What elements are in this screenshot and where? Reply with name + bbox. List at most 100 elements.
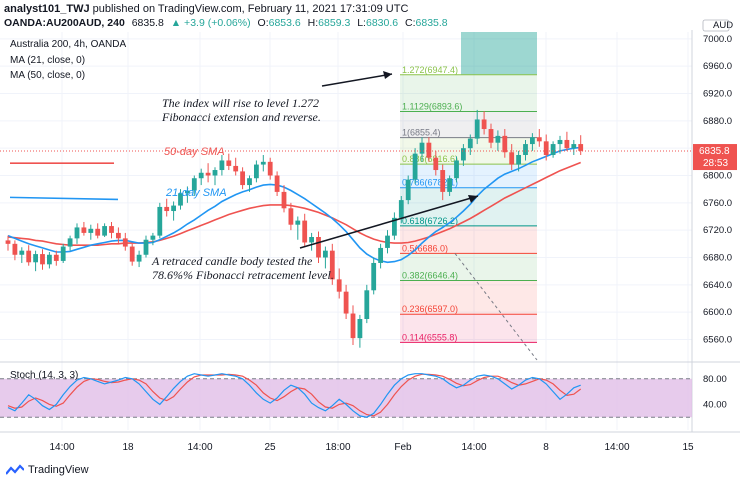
high-value: 6859.3 <box>318 17 351 29</box>
time-tick-label: Feb <box>394 442 412 453</box>
candle-body <box>564 139 570 149</box>
fib-level-label: 1(6855.4) <box>402 128 441 138</box>
fib-zone-band <box>400 164 537 188</box>
candle-body <box>122 238 128 247</box>
candle-body <box>392 217 397 236</box>
candle-body <box>309 237 314 243</box>
price-tick-label: 6960.0 <box>703 61 732 72</box>
candle-body <box>385 235 390 248</box>
candle-body <box>343 291 349 314</box>
candle-body <box>357 319 363 339</box>
ma50-line <box>7 161 582 246</box>
time-tick-label: 18 <box>122 442 134 453</box>
low-value: 6830.6 <box>365 17 399 29</box>
bottom-annotation-line1: A retraced candle body tested the <box>151 254 313 268</box>
candle-body <box>543 141 549 155</box>
candlestick-series <box>5 109 584 348</box>
candle-body <box>350 313 356 339</box>
top-annotation-line1: The index will rise to level 1.272 <box>162 96 319 110</box>
fib-level-label: 0.886(6816.6) <box>402 154 458 164</box>
stoch-k-line <box>7 373 581 418</box>
fib-zone-band <box>400 314 537 343</box>
author-name[interactable]: analyst101_TWJ <box>4 3 90 15</box>
current-price-badge <box>693 144 737 171</box>
candle-body <box>481 119 487 130</box>
time-tick-label: 14:00 <box>49 442 74 453</box>
fib-level-label: 0.236(6597.0) <box>402 304 458 314</box>
candle-body <box>502 135 508 153</box>
candle-body <box>240 171 245 186</box>
fib-level-label: 0.786(6782.1) <box>402 178 458 188</box>
fib-zone-band <box>400 111 537 138</box>
price-tick-label: 6600.0 <box>703 307 732 318</box>
stoch-lines <box>7 373 582 418</box>
candle-body <box>60 246 66 261</box>
stoch-title: Stoch (14, 3, 3) <box>10 370 78 381</box>
candle-body <box>488 129 494 143</box>
fib-level-label: 1.1129(6893.6) <box>402 102 462 112</box>
candle-body <box>116 232 121 239</box>
price-tick-label: 6640.0 <box>703 280 732 291</box>
candle-body <box>440 170 446 192</box>
candle-body <box>523 144 528 155</box>
fib-level-label: 1.272(6947.4) <box>402 65 458 75</box>
tradingview-icon <box>6 464 24 475</box>
candle-body <box>67 238 73 247</box>
fib-level-label: 0.618(6726.2) <box>402 216 458 226</box>
fib-trend-line <box>454 253 538 361</box>
candle-body <box>509 152 515 165</box>
ma21-legend-segment <box>9 196 119 201</box>
top-annotation-line2: Fibonacci extension and reverse. <box>161 110 321 124</box>
fib-zone-band <box>400 74 537 112</box>
publish-header: analyst101_TWJ published on TradingView.… <box>4 3 408 15</box>
time-tick-label: 14:00 <box>604 442 629 453</box>
candle-body <box>150 235 156 240</box>
time-tick-label: 25 <box>264 442 276 453</box>
candle-body <box>136 254 142 262</box>
candle-body <box>323 250 328 258</box>
brand-name: TradingView <box>28 464 89 476</box>
candle-body <box>474 119 480 139</box>
chart-grid <box>0 30 740 433</box>
candle-body <box>516 155 521 165</box>
top-arrow-line <box>321 73 393 87</box>
candle-body <box>378 247 383 263</box>
legend-ma50: MA (50, close, 0) <box>10 70 85 81</box>
legend-title: Australia 200, 4h, OANDA <box>10 39 126 50</box>
candle-body <box>12 243 18 255</box>
candle-body <box>88 228 94 233</box>
candle-body <box>102 226 107 236</box>
candle-body <box>205 172 211 176</box>
bottom-annotation: A retraced candle body tested the 78.6%%… <box>151 254 334 282</box>
ma21-line <box>7 146 581 264</box>
price-tick-label: 6920.0 <box>703 89 732 100</box>
stoch-d-line <box>7 373 582 417</box>
candle-body <box>143 239 149 255</box>
bottom-arrow-line <box>299 195 479 249</box>
candle-body <box>536 137 542 142</box>
annotations <box>299 71 479 249</box>
candle-body <box>40 254 45 265</box>
price-tick-label: 6680.0 <box>703 253 732 264</box>
candle-body <box>454 160 459 179</box>
candle-body <box>530 137 535 145</box>
candle-body <box>129 246 135 262</box>
high-label: H: <box>307 17 319 29</box>
fib-zone-band <box>400 280 537 315</box>
candle-body <box>171 205 176 212</box>
tradingview-logo[interactable]: TradingView <box>6 464 89 476</box>
candle-body <box>19 250 25 255</box>
time-tick-label: 14:00 <box>461 442 486 453</box>
currency-box <box>702 19 730 32</box>
symbol-name[interactable]: OANDA:AU200AUD, 240 <box>4 17 125 29</box>
price-tick-label: 6800.0 <box>703 171 732 182</box>
candle-body <box>281 191 287 209</box>
candle-body <box>578 144 584 151</box>
price-tick-label: 6760.0 <box>703 198 732 209</box>
candle-body <box>254 164 259 179</box>
candle-body <box>550 144 556 155</box>
current-price-label: 6835.8 <box>699 146 730 157</box>
bottom-arrow-head <box>468 195 478 203</box>
candle-body <box>5 240 11 244</box>
